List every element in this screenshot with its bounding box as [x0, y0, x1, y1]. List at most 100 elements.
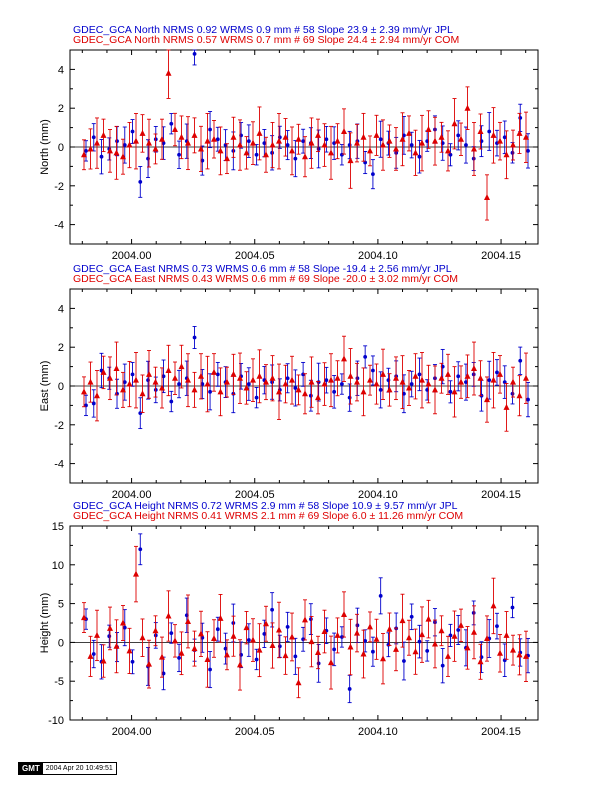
data-point: [126, 141, 133, 148]
data-point: [334, 631, 341, 638]
data-point: [254, 152, 259, 157]
data-point: [159, 384, 165, 391]
data-point: [484, 396, 490, 403]
data-point: [139, 634, 146, 641]
x-tick-label: 2004.00: [112, 726, 152, 738]
data-point: [146, 139, 152, 146]
data-point: [321, 141, 328, 148]
data-point: [458, 621, 464, 628]
data-point: [503, 403, 510, 410]
data-point: [159, 653, 165, 660]
y-tick-label: -5: [54, 676, 64, 688]
series-jpl: [84, 325, 530, 430]
data-point: [490, 131, 497, 138]
data-point: [367, 147, 373, 154]
data-point: [308, 378, 315, 385]
data-point: [204, 380, 211, 387]
panel-3: GDEC_GCA Height NRMS 0.72 WRMS 2.9 mm # …: [39, 500, 539, 738]
data-point: [152, 627, 159, 634]
data-point: [126, 647, 133, 654]
data-point: [510, 605, 515, 610]
y-axis-label: Height (mm): [39, 593, 51, 654]
data-point: [510, 141, 516, 148]
data-point: [217, 614, 224, 621]
data-point: [380, 655, 386, 662]
data-point: [315, 648, 321, 655]
data-point: [417, 639, 422, 644]
x-tick-label: 2004.15: [481, 726, 521, 738]
data-point: [393, 145, 399, 152]
data-point: [282, 652, 289, 659]
data-point: [419, 631, 425, 638]
data-point: [367, 623, 373, 630]
data-point: [328, 149, 334, 156]
data-point: [347, 643, 354, 650]
data-point: [347, 687, 352, 691]
data-point: [185, 376, 191, 383]
data-point: [328, 376, 334, 383]
data-point: [138, 547, 143, 552]
data-point: [165, 69, 172, 76]
data-point: [172, 126, 178, 133]
data-point: [445, 370, 451, 377]
data-point: [165, 366, 172, 373]
data-point: [159, 135, 165, 142]
data-point: [516, 651, 523, 658]
data-point: [315, 394, 321, 401]
data-point: [354, 139, 360, 146]
data-point: [347, 372, 354, 379]
data-point: [456, 628, 461, 632]
data-point: [246, 382, 251, 386]
data-point: [172, 637, 178, 644]
data-point: [263, 378, 269, 385]
data-point: [138, 180, 143, 184]
data-point: [402, 391, 406, 396]
data-point: [328, 659, 334, 666]
data-point: [87, 378, 94, 385]
data-point: [208, 389, 212, 394]
data-point: [386, 386, 393, 393]
data-point: [230, 133, 237, 140]
y-tick-label: 4: [58, 64, 64, 76]
data-point: [432, 386, 438, 393]
data-point: [332, 389, 337, 394]
data-point: [399, 617, 406, 624]
data-point: [130, 372, 135, 377]
data-point: [120, 619, 126, 626]
gmt-stamp: GMT 2004 Apr 20 10:49:51: [18, 762, 117, 775]
data-point: [107, 634, 112, 639]
data-point: [510, 378, 516, 385]
data-point: [81, 614, 87, 621]
data-point: [360, 133, 367, 140]
data-point: [324, 137, 329, 142]
data-point: [302, 390, 308, 397]
data-point: [518, 116, 523, 120]
data-point: [315, 131, 321, 138]
data-point: [246, 638, 251, 642]
data-point: [185, 617, 191, 624]
data-point: [100, 368, 107, 375]
data-point: [332, 141, 337, 146]
panel-2: GDEC_GCA East NRMS 0.73 WRMS 0.6 mm # 58…: [39, 263, 539, 501]
data-point: [402, 659, 406, 663]
data-point: [204, 137, 211, 144]
series-jpl: [84, 533, 530, 704]
data-point: [445, 652, 451, 659]
data-point: [122, 625, 127, 630]
data-point: [448, 389, 453, 394]
data-point: [256, 646, 263, 653]
data-point: [211, 368, 217, 375]
data-point: [406, 634, 412, 641]
data-point: [402, 133, 406, 138]
y-tick-label: 15: [52, 521, 64, 533]
data-point: [161, 671, 166, 676]
data-point: [380, 370, 386, 377]
data-point: [211, 635, 217, 642]
data-point: [301, 637, 306, 642]
data-point: [302, 153, 308, 160]
data-point: [503, 151, 510, 158]
data-point: [185, 139, 191, 146]
data-point: [451, 388, 458, 395]
y-tick-label: 2: [58, 342, 64, 354]
data-point: [347, 395, 352, 400]
